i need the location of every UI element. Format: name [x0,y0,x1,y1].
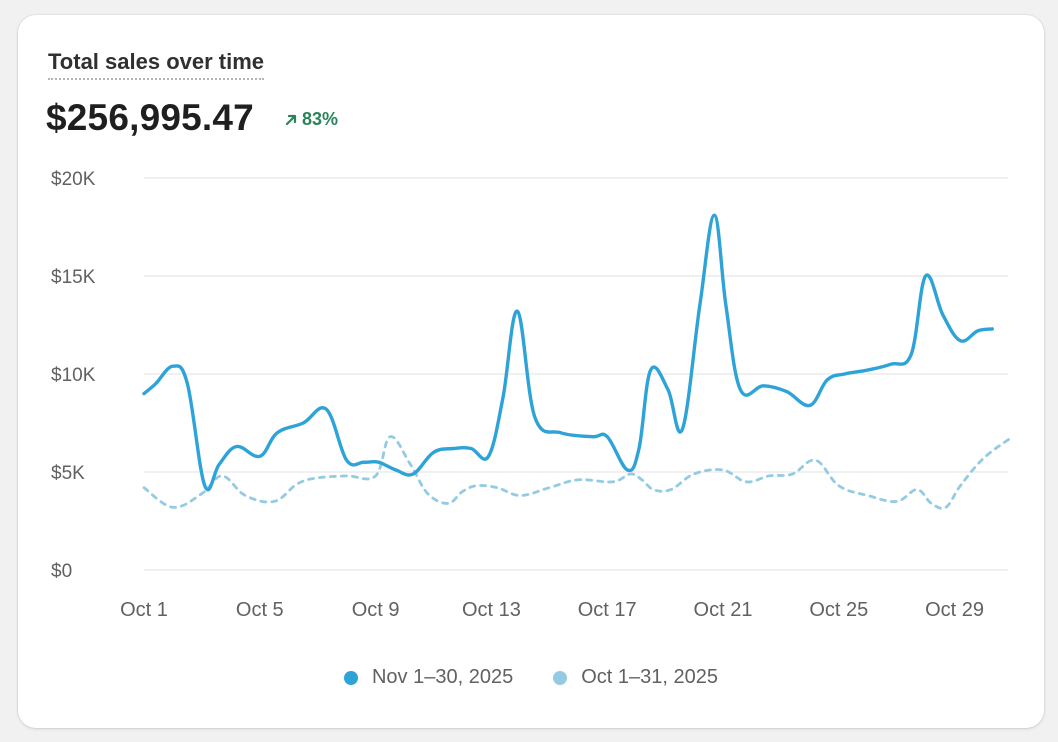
legend-swatch-current [343,670,358,685]
y-tick-label: $5K [51,463,85,484]
chart-legend: Nov 1–30, 2025 Oct 1–31, 2025 [18,666,1044,689]
x-tick-label: Oct 1 [120,599,168,621]
x-tick-label: Oct 29 [925,599,984,621]
x-tick-label: Oct 25 [809,599,868,621]
legend-label-previous: Oct 1–31, 2025 [581,666,718,688]
series-line-previous[interactable] [142,435,1014,510]
change-indicator: 83% [284,109,338,130]
legend-swatch-previous [553,670,568,685]
card-title[interactable]: Total sales over time [48,49,265,80]
x-tick-label: Oct 9 [352,599,400,621]
legend-item-current[interactable]: Nov 1–30, 2025 [343,666,514,689]
legend-item-previous[interactable]: Oct 1–31, 2025 [553,666,718,689]
x-tick-label: Oct 17 [578,599,637,621]
series-lines [142,213,1014,510]
series-line-current[interactable] [142,213,994,492]
y-tick-label: $20K [51,169,96,190]
y-tick-label: $15K [51,267,96,288]
sales-line-chart: $0$5K$10K$15K$20K Oct 1 Oct 5 Oct 9 Oct 13 O… [51,169,1014,621]
y-axis-labels: $0 $5K $10K $15K $20K [51,169,96,582]
y-tick-label: $0 [51,561,72,582]
x-tick-label: Oct 5 [236,599,284,621]
legend-label-current: Nov 1–30, 2025 [371,666,514,688]
arrow-up-right-icon [285,114,297,125]
x-tick-label: Oct 13 [462,599,521,621]
total-sales-value: $256,995.47 [46,97,254,138]
y-tick-label: $10K [51,365,96,386]
sales-card: Total sales over time $256,995.47 83% $0… [18,15,1044,728]
gridlines [144,177,1008,571]
x-axis-labels: Oct 1 Oct 5 Oct 9 Oct 13 Oct 17 Oct 21 Oct 25 O… [120,599,984,621]
x-tick-label: Oct 21 [694,599,753,621]
change-percent: 83% [302,109,339,129]
